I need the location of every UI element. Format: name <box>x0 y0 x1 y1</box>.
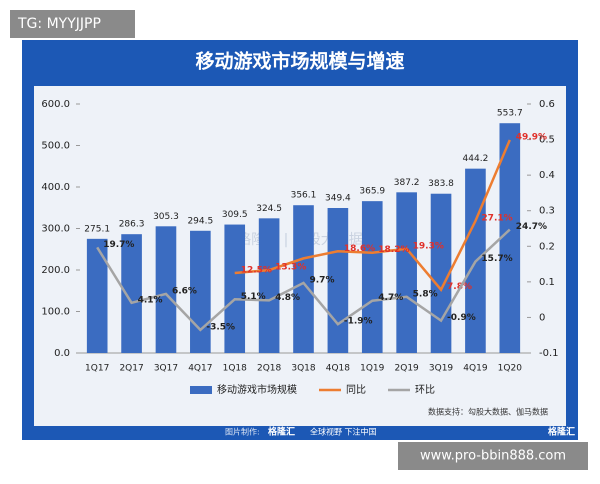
legend-label: 移动游戏市场规模 <box>217 383 297 396</box>
slogan: 全球视野 下注中国 <box>310 427 377 437</box>
x-tick-label: 3Q18 <box>291 364 316 374</box>
line-label: 18.2% <box>378 245 409 255</box>
bar-label: 387.2 <box>394 178 420 188</box>
bar <box>121 234 142 353</box>
y-tick-label: 600.0 <box>41 99 70 110</box>
x-tick-label: 1Q19 <box>360 364 385 374</box>
y-tick-label: 200.0 <box>41 265 70 276</box>
bar-label: 286.3 <box>119 220 145 230</box>
y2-tick-label: 0.1 <box>539 277 555 288</box>
bar <box>155 226 177 353</box>
line-label: 18.6% <box>344 244 375 254</box>
bar-label: 294.5 <box>187 216 213 226</box>
bar-label: 349.4 <box>325 193 351 203</box>
legend-swatch <box>190 386 212 394</box>
x-tick-label: 3Q17 <box>154 364 178 374</box>
bar <box>86 238 108 353</box>
credit-label: 图片制作: <box>225 427 260 437</box>
line-label: 5.8% <box>413 289 438 299</box>
x-tick-label: 4Q17 <box>188 364 212 374</box>
line-label: 4.1% <box>138 295 163 305</box>
bar-label: 305.3 <box>153 212 179 222</box>
line-label: 24.7% <box>516 222 547 232</box>
bar-label: 356.1 <box>291 191 317 201</box>
x-tick-label: 2Q19 <box>395 364 420 374</box>
x-tick-label: 3Q19 <box>429 364 454 374</box>
bar-label: 275.1 <box>84 224 110 234</box>
bar <box>499 123 521 353</box>
source: 数据支持：勾股大数据、伽马数据 <box>428 407 548 417</box>
line-label: 13.3% <box>275 263 306 273</box>
x-tick-label: 4Q18 <box>326 364 351 374</box>
line-label: 6.6% <box>172 286 197 296</box>
bar <box>293 205 314 353</box>
y-tick-label: 100.0 <box>41 307 70 318</box>
bar <box>258 218 280 353</box>
x-tick-label: 2Q18 <box>257 364 282 374</box>
bar <box>361 201 383 353</box>
bar <box>190 230 211 353</box>
y2-tick-label: 0.3 <box>539 206 555 217</box>
plot: 0.0 100.0 200.0 300.0 400.0 500.0 600.0 -0.1 0 0.… <box>41 99 558 396</box>
bar-label: 309.5 <box>222 210 248 220</box>
line-label: 9.7% <box>310 275 335 285</box>
bar-label: 365.9 <box>359 187 385 197</box>
y2-tick-label: 0 <box>539 312 545 323</box>
line <box>96 228 511 332</box>
credit-brand: 格隆汇 <box>268 426 295 438</box>
logo: 格隆汇 <box>548 426 575 438</box>
legend-label: 环比 <box>415 384 435 396</box>
line-label: -0.9% <box>447 313 476 323</box>
bar <box>224 224 246 353</box>
x-tick-label: 4Q19 <box>463 364 488 374</box>
bar <box>396 192 417 353</box>
url: www.pro-bbin888.com <box>420 449 566 464</box>
line-label: 5.1% <box>241 292 266 302</box>
y2-tick-label: -0.1 <box>539 348 559 359</box>
line-label: 19.7% <box>103 240 134 250</box>
line-label: 15.7% <box>481 254 512 264</box>
y2-tick-label: 0.6 <box>539 99 555 110</box>
x-tick-label: 1Q17 <box>85 364 109 374</box>
y2-tick-label: 0.2 <box>539 241 555 252</box>
line-label: 19.3% <box>413 241 444 251</box>
y-tick-label: 0.0 <box>54 348 70 359</box>
bar-label: 383.8 <box>428 179 454 189</box>
y-tick-label: 400.0 <box>41 182 70 193</box>
chart-title: 移动游戏市场规模与增速 <box>195 50 404 73</box>
line-label: 49.9% <box>516 132 547 142</box>
line-label: 4.7% <box>378 293 403 303</box>
line-label: 4.8% <box>275 293 300 303</box>
y-tick-label: 300.0 <box>41 224 70 235</box>
legend-label: 同比 <box>346 384 366 396</box>
x-tick-label: 1Q18 <box>223 364 248 374</box>
bar-label: 324.5 <box>256 204 282 214</box>
line-label: -1.9% <box>344 317 373 327</box>
y2-tick-label: 0.4 <box>539 170 555 181</box>
line-label: -3.5% <box>206 322 235 332</box>
x-tick-label: 2Q17 <box>119 364 143 374</box>
bar-label: 553.7 <box>497 109 523 119</box>
y2-tick-label: 0.5 <box>539 135 555 146</box>
y-tick-label: 500.0 <box>41 141 70 152</box>
line-label: 27.1% <box>481 214 512 224</box>
tag: TG: MYYJJPP <box>17 16 101 32</box>
x-tick-label: 1Q20 <box>498 364 523 374</box>
tag-box <box>10 10 135 38</box>
line <box>234 139 511 292</box>
url-box <box>398 442 588 470</box>
bar-label: 444.2 <box>463 154 489 164</box>
line-label: 12.5% <box>241 265 272 275</box>
